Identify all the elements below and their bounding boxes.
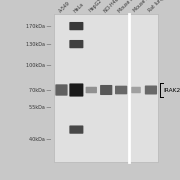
- Text: Mouse liver: Mouse liver: [118, 0, 140, 14]
- FancyBboxPatch shape: [115, 86, 127, 94]
- FancyBboxPatch shape: [100, 85, 112, 95]
- Text: HeLa: HeLa: [73, 1, 85, 14]
- FancyBboxPatch shape: [55, 84, 68, 96]
- Text: IRAK2: IRAK2: [163, 87, 180, 93]
- Text: HepG2: HepG2: [88, 0, 103, 14]
- Text: Rat lung: Rat lung: [147, 0, 165, 14]
- Text: A-549: A-549: [58, 0, 71, 13]
- Text: 40kDa —: 40kDa —: [29, 137, 51, 142]
- FancyBboxPatch shape: [145, 86, 157, 94]
- FancyBboxPatch shape: [69, 125, 83, 134]
- Text: 55kDa —: 55kDa —: [29, 105, 51, 110]
- Bar: [54, 14, 158, 162]
- FancyBboxPatch shape: [69, 40, 83, 48]
- Text: 170kDa —: 170kDa —: [26, 24, 51, 29]
- FancyBboxPatch shape: [131, 87, 141, 93]
- FancyBboxPatch shape: [69, 84, 83, 96]
- Text: NCI-H460: NCI-H460: [103, 0, 122, 14]
- Text: 100kDa —: 100kDa —: [26, 63, 51, 68]
- FancyBboxPatch shape: [69, 22, 83, 30]
- FancyBboxPatch shape: [86, 87, 97, 93]
- Text: 130kDa —: 130kDa —: [26, 42, 51, 47]
- Text: 70kDa —: 70kDa —: [29, 87, 51, 93]
- Text: Mouse kidney: Mouse kidney: [132, 0, 159, 14]
